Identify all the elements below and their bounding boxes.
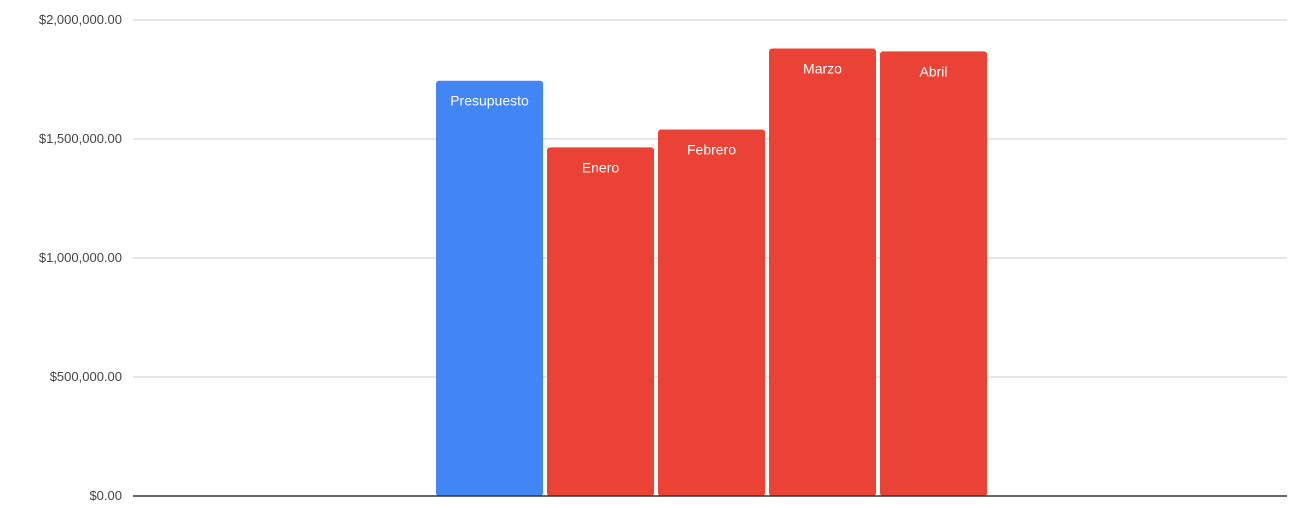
bars: Presupuesto Enero Febrero Marzo Abril (436, 48, 987, 497)
y-tick-label: $1,500,000.00 (39, 131, 122, 146)
bar-data-label: Marzo (803, 61, 842, 77)
bar-data-label: Abril (919, 63, 947, 79)
bar-abril (880, 51, 987, 496)
y-tick-label: $1,000,000.00 (39, 250, 122, 265)
bar-enero (547, 147, 654, 496)
bar-presupuesto (436, 80, 543, 496)
y-tick-label: $500,000.00 (50, 369, 122, 384)
bar-data-label: Enero (582, 159, 620, 175)
y-tick-label: $0.00 (89, 488, 122, 503)
y-axis-tick-labels: $0.00 $500,000.00 $1,000,000.00 $1,500,000.… (39, 12, 122, 503)
bar-data-label: Febrero (687, 141, 736, 157)
bar-marzo (769, 48, 876, 497)
bar-febrero (658, 129, 765, 497)
bar-data-label: Presupuesto (450, 93, 529, 109)
y-tick-label: $2,000,000.00 (39, 12, 122, 27)
